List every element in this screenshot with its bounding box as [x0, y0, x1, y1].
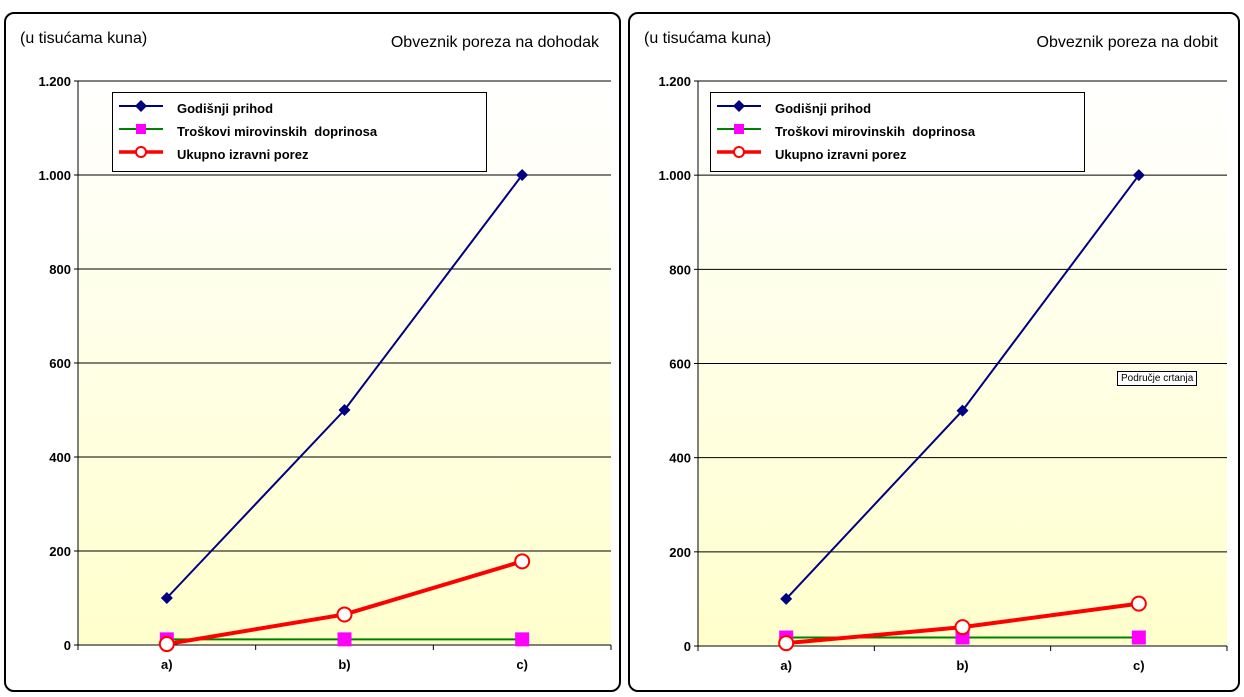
point-tax — [954, 619, 971, 636]
plot-svg[interactable]: 0 200 400 600 800 1.000 1.200 a) b) c) — [6, 14, 623, 694]
point-income — [160, 592, 173, 604]
legend: Godišnji prihod Troškovi mirovinskih dop… — [710, 92, 1085, 172]
legend-swatch-income — [717, 100, 761, 112]
y-tick-label: 1.200 — [658, 74, 691, 89]
legend-swatch-pension — [119, 124, 163, 134]
y-tick-label: 1.000 — [38, 168, 71, 183]
y-tick-label: 600 — [669, 357, 691, 372]
legend-label: Godišnji prihod — [177, 101, 274, 116]
legend-item-pension: Troškovi mirovinskih doprinosa — [711, 120, 1084, 143]
point-income — [516, 169, 529, 181]
point-income — [338, 404, 351, 416]
legend-item-tax: Ukupno izravni porez — [113, 143, 486, 166]
legend-label: Ukupno izravni porez — [775, 147, 907, 162]
point-tax — [514, 553, 531, 570]
legend-label: Troškovi mirovinskih doprinosa — [775, 124, 976, 139]
point-income — [780, 592, 793, 605]
point-pension — [515, 632, 530, 647]
x-tick-label: c) — [516, 657, 528, 672]
legend-swatch-income — [119, 100, 163, 112]
y-tick-label: 200 — [669, 545, 691, 560]
point-tax — [336, 606, 353, 623]
unit-label: (u tisućama kuna) — [644, 30, 772, 47]
y-tick-label: 1.000 — [658, 168, 691, 183]
chart-panel-right: (u tisućama kuna) Obveznik poreza na dob… — [628, 12, 1240, 692]
chart-title: Obveznik poreza na dobit — [1036, 34, 1218, 51]
unit-label: (u tisućama kuna) — [20, 30, 148, 47]
point-pension — [337, 632, 352, 647]
legend-swatch-tax — [119, 146, 163, 158]
legend-label: Godišnji prihod — [775, 101, 872, 116]
legend-label: Troškovi mirovinskih doprinosa — [177, 124, 378, 139]
legend-item-tax: Ukupno izravni porez — [711, 143, 1084, 166]
tooltip: Područje crtanja — [1117, 371, 1198, 386]
legend-item-pension: Troškovi mirovinskih doprinosa — [113, 120, 486, 143]
y-tick-label: 400 — [669, 451, 691, 466]
point-tax — [778, 635, 795, 652]
x-tick-label: b) — [956, 658, 968, 673]
x-tick-label: a) — [780, 658, 792, 673]
x-tick-label: a) — [161, 657, 173, 672]
legend: Godišnji prihod Troškovi mirovinskih dop… — [112, 92, 487, 172]
x-tick-label: c) — [1133, 658, 1145, 673]
point-pension — [1131, 630, 1146, 645]
legend-item-income: Godišnji prihod — [711, 97, 1084, 120]
y-tick-label: 800 — [669, 262, 691, 277]
point-income — [1132, 169, 1145, 182]
plot-svg[interactable]: 0 200 400 600 800 1.000 1.200 a) b) c) — [630, 14, 1242, 694]
legend-swatch-tax — [717, 146, 761, 158]
y-tick-label: 0 — [684, 639, 691, 654]
point-income — [956, 404, 969, 417]
legend-swatch-pension — [717, 124, 761, 134]
y-tick-label: 800 — [49, 262, 71, 277]
point-tax — [158, 636, 175, 653]
y-tick-label: 0 — [64, 638, 71, 653]
y-tick-label: 600 — [49, 356, 71, 371]
y-tick-label: 400 — [49, 450, 71, 465]
y-tick-label: 1.200 — [38, 74, 71, 89]
legend-label: Ukupno izravni porez — [177, 147, 309, 162]
legend-item-income: Godišnji prihod — [113, 97, 486, 120]
point-tax — [1130, 595, 1147, 612]
y-tick-label: 200 — [49, 544, 71, 559]
x-tick-label: b) — [338, 657, 350, 672]
chart-panel-left: (u tisućama kuna) Obveznik poreza na doh… — [4, 12, 621, 692]
chart-title: Obveznik poreza na dohodak — [390, 34, 599, 51]
